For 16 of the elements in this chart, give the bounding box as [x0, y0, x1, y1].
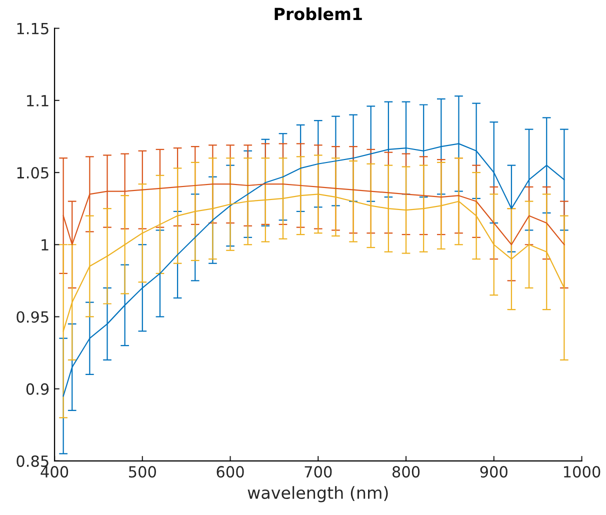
x-tick-label: 1000 [564, 466, 600, 478]
y-tick-label: 1.1 [27, 95, 48, 106]
x-axis-title: wavelength (nm) [248, 486, 388, 502]
y-tick-label: 0.9 [26, 383, 49, 395]
chart-title: Problem1 [274, 7, 362, 20]
x-tick-label: 400 [40, 466, 68, 478]
x-tick-label: 800 [392, 466, 420, 478]
y-tick-label: 0.95 [16, 311, 48, 323]
x-tick-label: 700 [304, 466, 332, 478]
y-tick-label: 1.15 [17, 22, 48, 34]
x-tick-label: 600 [216, 466, 244, 478]
x-tick-label: 900 [480, 466, 508, 478]
y-tick-label: 1.05 [17, 166, 48, 179]
y-tick-label: 1 [42, 239, 48, 250]
x-tick-label: 500 [129, 466, 156, 478]
y-tick-label: 0.85 [16, 455, 48, 467]
